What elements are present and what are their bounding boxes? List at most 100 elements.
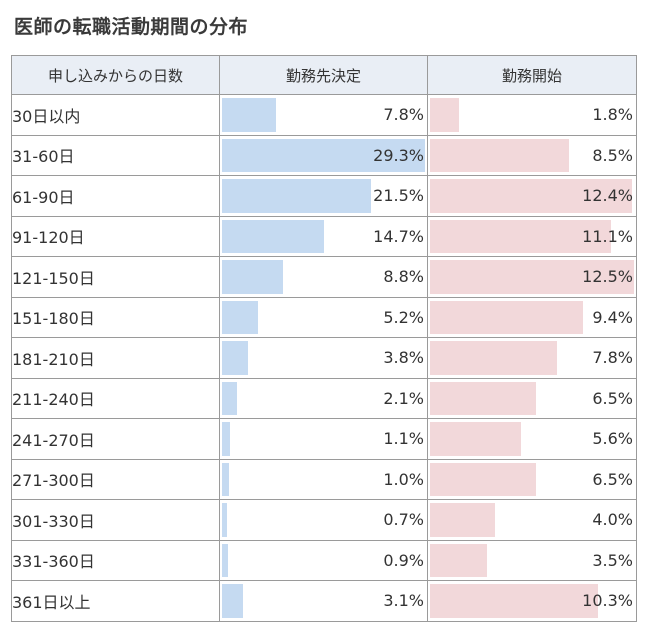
bar-start bbox=[430, 584, 598, 618]
bar-start bbox=[430, 179, 633, 213]
bar-start bbox=[430, 219, 611, 253]
value-label-start: 8.5% bbox=[592, 145, 633, 165]
value-label-start: 3.5% bbox=[592, 550, 633, 570]
bar-start bbox=[430, 138, 569, 172]
bar-decided bbox=[222, 219, 324, 253]
value-label-start: 9.4% bbox=[592, 307, 633, 327]
bar-decided bbox=[222, 300, 258, 334]
cell-start: 1.8% bbox=[427, 94, 637, 136]
bar-decided bbox=[222, 462, 229, 496]
value-label-start: 1.8% bbox=[592, 105, 633, 125]
row-label: 31-60日 bbox=[11, 134, 220, 176]
cell-decided: 8.8% bbox=[219, 256, 428, 298]
chart-title: 医師の転職活動期間の分布 bbox=[14, 16, 249, 38]
cell-start: 5.6% bbox=[427, 418, 637, 460]
table-row: 31-60日 29.3% 8.5% bbox=[11, 134, 637, 176]
bar-decided bbox=[222, 138, 425, 172]
row-label: 30日以内 bbox=[11, 94, 220, 136]
row-label: 331-360日 bbox=[11, 539, 220, 581]
bar-start bbox=[430, 543, 488, 577]
cell-decided: 7.8% bbox=[219, 94, 428, 136]
value-label-decided: 29.3% bbox=[373, 145, 424, 165]
table-row: 211-240日 2.1% 6.5% bbox=[11, 377, 637, 419]
row-label: 241-270日 bbox=[11, 418, 220, 460]
value-label-decided: 3.1% bbox=[383, 591, 424, 611]
row-label: 361日以上 bbox=[11, 580, 220, 622]
bar-start bbox=[430, 462, 536, 496]
cell-start: 6.5% bbox=[427, 458, 637, 500]
bar-decided bbox=[222, 584, 244, 618]
row-label: 181-210日 bbox=[11, 337, 220, 379]
cell-start: 6.5% bbox=[427, 377, 637, 419]
cell-decided: 29.3% bbox=[219, 134, 428, 176]
cell-start: 9.4% bbox=[427, 296, 637, 338]
bar-start bbox=[430, 98, 460, 132]
cell-decided: 3.1% bbox=[219, 580, 428, 622]
value-label-start: 6.5% bbox=[592, 469, 633, 489]
table-row: 151-180日 5.2% 9.4% bbox=[11, 296, 637, 338]
value-label-start: 7.8% bbox=[592, 348, 633, 368]
cell-decided: 0.7% bbox=[219, 499, 428, 541]
bar-start bbox=[430, 341, 558, 375]
value-label-decided: 21.5% bbox=[373, 186, 424, 206]
bar-decided bbox=[222, 260, 283, 294]
table-row: 30日以内 7.8% 1.8% bbox=[11, 94, 637, 136]
value-label-start: 10.3% bbox=[582, 591, 633, 611]
cell-start: 11.1% bbox=[427, 215, 637, 257]
value-label-decided: 0.9% bbox=[383, 550, 424, 570]
bar-decided bbox=[222, 381, 237, 415]
bar-decided bbox=[222, 98, 276, 132]
bar-start bbox=[430, 300, 584, 334]
value-label-start: 11.1% bbox=[582, 226, 633, 246]
bar-start bbox=[430, 381, 536, 415]
value-label-decided: 1.1% bbox=[383, 429, 424, 449]
row-label: 61-90日 bbox=[11, 175, 220, 217]
table-body: 30日以内 7.8% 1.8% 31-60日 29.3% 8.5% 61-90日 21.5% 1… bbox=[11, 94, 637, 622]
value-label-decided: 0.7% bbox=[383, 510, 424, 530]
value-label-decided: 5.2% bbox=[383, 307, 424, 327]
cell-start: 10.3% bbox=[427, 580, 637, 622]
cell-decided: 5.2% bbox=[219, 296, 428, 338]
cell-decided: 1.0% bbox=[219, 458, 428, 500]
cell-decided: 21.5% bbox=[219, 175, 428, 217]
value-label-start: 12.4% bbox=[582, 186, 633, 206]
value-label-start: 6.5% bbox=[592, 388, 633, 408]
bar-start bbox=[430, 503, 496, 537]
cell-decided: 2.1% bbox=[219, 377, 428, 419]
bar-decided bbox=[222, 543, 229, 577]
table-row: 271-300日 1.0% 6.5% bbox=[11, 458, 637, 500]
table-row: 61-90日 21.5% 12.4% bbox=[11, 175, 637, 217]
bar-start bbox=[430, 422, 522, 456]
bar-decided bbox=[222, 341, 249, 375]
cell-decided: 14.7% bbox=[219, 215, 428, 257]
header-row: 申し込みからの日数 勤務先決定 勤務開始 bbox=[11, 55, 637, 95]
row-label: 271-300日 bbox=[11, 458, 220, 500]
value-label-decided: 14.7% bbox=[373, 226, 424, 246]
cell-start: 4.0% bbox=[427, 499, 637, 541]
cell-start: 7.8% bbox=[427, 337, 637, 379]
value-label-decided: 1.0% bbox=[383, 469, 424, 489]
distribution-table: 申し込みからの日数 勤務先決定 勤務開始 30日以内 7.8% 1.8% 31-60日… bbox=[11, 55, 637, 622]
bar-decided bbox=[222, 422, 230, 456]
cell-start: 3.5% bbox=[427, 539, 637, 581]
bar-decided bbox=[222, 179, 371, 213]
table-row: 121-150日 8.8% 12.5% bbox=[11, 256, 637, 298]
cell-start: 12.4% bbox=[427, 175, 637, 217]
row-label: 301-330日 bbox=[11, 499, 220, 541]
value-label-start: 4.0% bbox=[592, 510, 633, 530]
col-header-start: 勤務開始 bbox=[427, 55, 637, 95]
value-label-decided: 3.8% bbox=[383, 348, 424, 368]
value-label-decided: 2.1% bbox=[383, 388, 424, 408]
cell-start: 8.5% bbox=[427, 134, 637, 176]
table-row: 301-330日 0.7% 4.0% bbox=[11, 499, 637, 541]
value-label-decided: 8.8% bbox=[383, 267, 424, 287]
col-header-decided: 勤務先決定 bbox=[219, 55, 428, 95]
table-row: 181-210日 3.8% 7.8% bbox=[11, 337, 637, 379]
value-label-start: 5.6% bbox=[592, 429, 633, 449]
table-row: 361日以上 3.1% 10.3% bbox=[11, 580, 637, 622]
col-header-days: 申し込みからの日数 bbox=[11, 55, 220, 95]
row-label: 91-120日 bbox=[11, 215, 220, 257]
table-row: 241-270日 1.1% 5.6% bbox=[11, 418, 637, 460]
cell-start: 12.5% bbox=[427, 256, 637, 298]
table-row: 91-120日 14.7% 11.1% bbox=[11, 215, 637, 257]
